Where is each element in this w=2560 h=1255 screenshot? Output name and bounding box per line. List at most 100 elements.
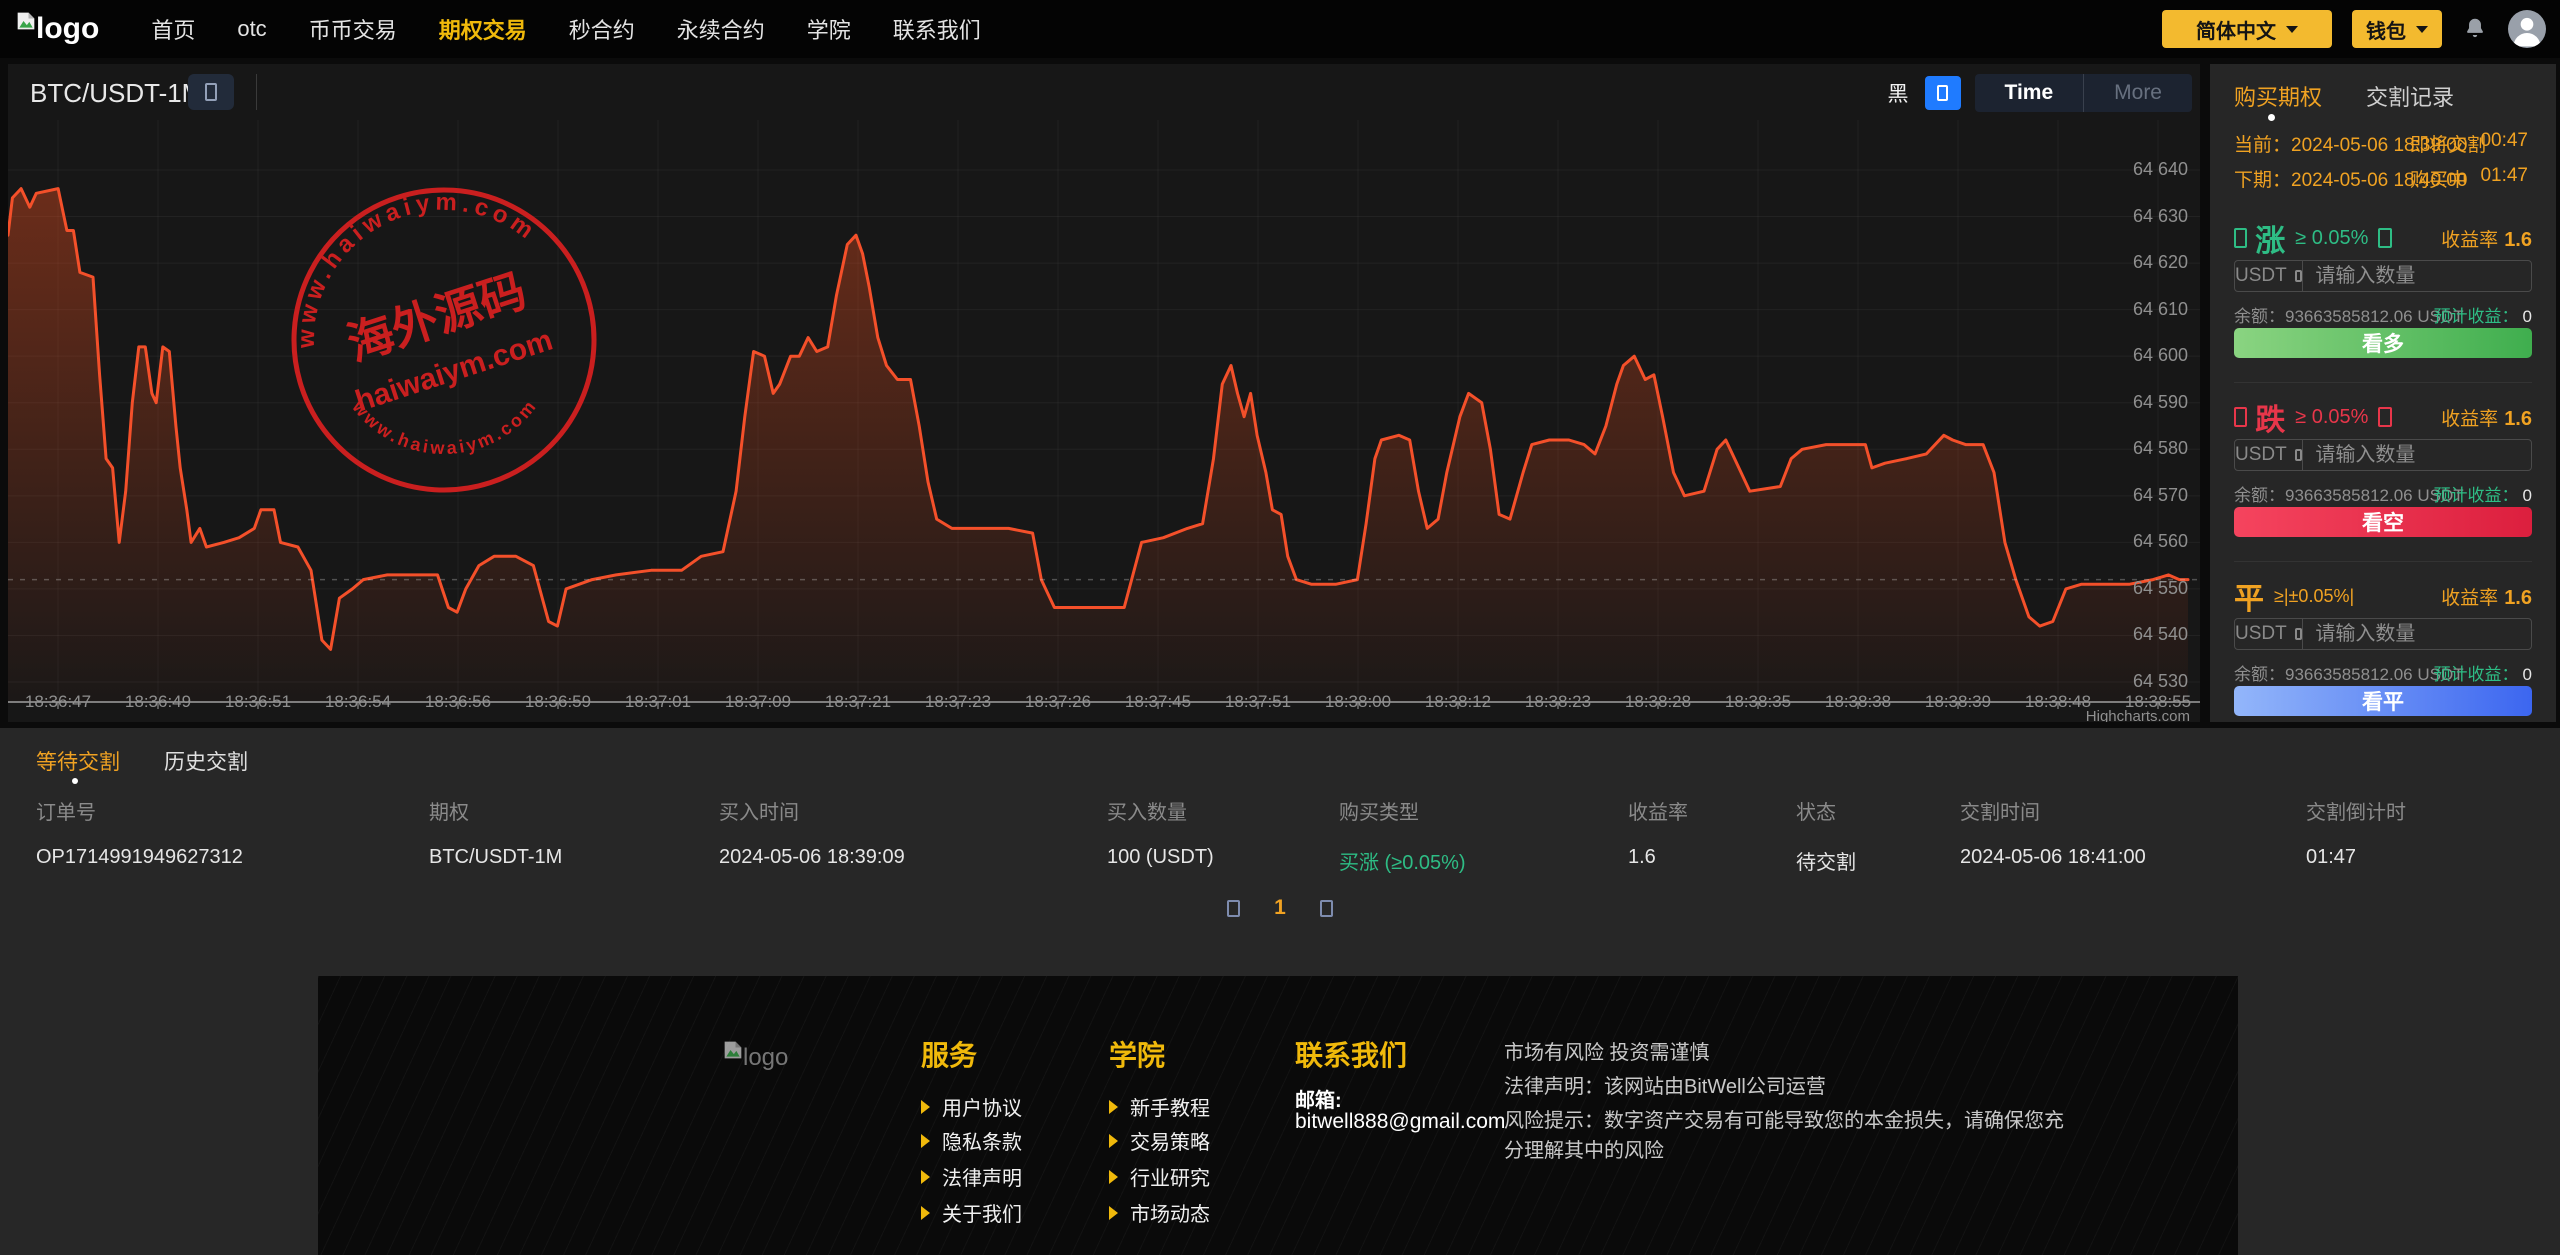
academy-link-2[interactable]: 行业研究 [1109,1162,1210,1191]
tab-delivery-records[interactable]: 交割记录 [2366,85,2455,110]
legal-line: 法律声明：该网站由BitWell公司运营 [1504,1076,1826,1098]
chart-expand-button[interactable] [188,74,234,110]
nav-item-0[interactable]: 首页 [151,18,196,43]
nav-item-5[interactable]: 永续合约 [676,18,765,43]
orders-tabs: 等待交割 历史交割 [36,746,248,776]
email-label: 邮箱: [1295,1090,1342,1112]
x-axis-label: 18:37:51 [1224,692,1292,711]
arrow-right-icon [1109,1205,1118,1220]
buy-short-button[interactable]: 看空 [2234,507,2532,537]
theme-toggle: 黑 [1882,76,1961,110]
nav-item-6[interactable]: 学院 [806,18,851,43]
row-cell-5: 1.6 [1628,846,1656,868]
chart-controls: 黑 Time More [1882,74,2192,112]
flat-header: 平 ≥|±0.05%| 收益率 1.6 [2234,574,2532,618]
rate-label: 收益率 [2441,587,2499,609]
buy-long-button[interactable]: 看多 [2234,328,2532,358]
current-label: 当前： [2234,135,2292,156]
x-axis-label: 18:37:09 [724,692,792,711]
currency-label: USDT [2235,265,2287,286]
nav-item-4[interactable]: 秒合约 [568,18,635,43]
arrow-right-icon [1109,1133,1118,1148]
rise-amount-input[interactable] [2303,261,2560,291]
currency-label: USDT [2235,444,2287,465]
symbol-label: BTC/USDT-1M [30,78,204,108]
balance-label: 余额： [2234,307,2285,326]
fall-currency-select[interactable]: USDT [2235,440,2304,470]
pagination: 1 [0,896,2560,920]
est-label: 预计收益： [2433,665,2519,684]
tab-waiting-delivery[interactable]: 等待交割 [36,751,120,774]
theme-icon [1937,85,1948,101]
rise-estimated-profit: 预计收益： 0 [2434,302,2532,327]
column-header-8: 交割倒计时 [2306,802,2406,824]
academy-link-0[interactable]: 新手教程 [1109,1092,1210,1121]
tab-time[interactable]: Time [2004,81,2054,104]
nav-item-1[interactable]: otc [237,16,267,41]
nav-item-7[interactable]: 联系我们 [892,18,981,43]
flat-currency-select[interactable]: USDT [2235,619,2304,649]
logo[interactable]: logo [16,9,99,49]
page-number[interactable]: 1 [1274,896,1286,919]
row-cell-8: 01:47 [2306,846,2357,868]
y-axis-label: 64 570 [2132,484,2188,505]
risk-line-2: 风险提示：数字资产交易有可能导致您的本金损失，请确保您充分理解其中的风险 [1504,1110,2064,1162]
user-avatar[interactable] [2508,10,2546,48]
x-axis-label: 18:38:12 [1424,692,1492,711]
theme-dark-button[interactable]: 黑 [1887,83,1909,106]
current-status: 即将交割 [2410,135,2487,156]
row-cell-1: BTC/USDT-1M [429,846,563,868]
rise-currency-select[interactable]: USDT [2235,261,2304,291]
x-axis-label: 18:38:38 [1824,692,1892,711]
arrow-right-icon [921,1099,930,1114]
x-axis-label: 18:36:49 [124,692,192,711]
nav-item-3[interactable]: 期权交易 [438,18,527,43]
user-icon [2513,17,2541,47]
y-axis-label: 64 560 [2132,531,2188,552]
service-link-2[interactable]: 法律声明 [921,1162,1022,1191]
flat-amount-input[interactable] [2303,619,2560,649]
nav-item-2[interactable]: 币币交易 [308,18,397,43]
service-link-1[interactable]: 隐私条款 [921,1126,1022,1155]
x-axis-label: 18:38:48 [2024,692,2092,711]
prev-page-icon[interactable] [1227,899,1241,917]
theme-light-button[interactable] [1924,76,1961,110]
flat-balance-row: 余额：93663585812.06 USDT 预计收益： 0 [2234,660,2532,685]
column-header-3: 买入数量 [1107,802,1187,824]
service-link-3[interactable]: 关于我们 [921,1198,1022,1227]
select-caret-icon [2294,628,2303,640]
tab-history-delivery[interactable]: 历史交割 [164,751,248,774]
y-axis-label: 64 640 [2132,159,2188,179]
balance-label: 余额： [2234,486,2285,505]
academy-link-1[interactable]: 交易策略 [1109,1126,1210,1155]
y-axis-label: 64 630 [2132,205,2188,226]
academy-link-3[interactable]: 市场动态 [1109,1198,1210,1227]
wallet-button[interactable]: 钱包 [2352,10,2442,48]
balance-label: 余额： [2234,665,2285,684]
x-axis-label: 18:36:56 [424,692,492,711]
rise-balance-row: 余额：93663585812.06 USDT 预计收益： 0 [2234,302,2532,327]
row-cell-4: 买涨 (≥0.05%) [1339,852,1466,874]
x-axis-label: 18:38:39 [1924,692,1992,711]
balance-value: 93663585812.06 USDT [2285,307,2464,326]
language-button[interactable]: 简体中文 [2162,10,2332,48]
notification-bell-icon[interactable] [2462,14,2488,44]
arrow-right-icon [1109,1099,1118,1114]
nav-right: 简体中文 钱包 [2162,0,2546,58]
buy-flat-button[interactable]: 看平 [2234,686,2532,716]
y-axis-label: 64 530 [2132,671,2188,691]
next-time: 2024-05-06 18:40:00 [2291,170,2468,191]
next-page-icon[interactable] [1319,899,1333,917]
tab-buy-option[interactable]: 购买期权 [2234,85,2323,110]
price-chart[interactable] [8,120,2200,710]
column-header-1: 期权 [429,802,469,824]
email-value[interactable]: bitwell888@gmail.com [1295,1110,1506,1133]
row-cell-3: 100 (USDT) [1107,846,1214,868]
tab-more[interactable]: More [2083,74,2192,112]
fall-estimated-profit: 预计收益： 0 [2434,481,2532,506]
fall-amount-input[interactable] [2303,440,2560,470]
fall-title: 跌 [2255,404,2286,437]
select-caret-icon [2294,449,2303,461]
service-link-0[interactable]: 用户协议 [921,1092,1022,1121]
